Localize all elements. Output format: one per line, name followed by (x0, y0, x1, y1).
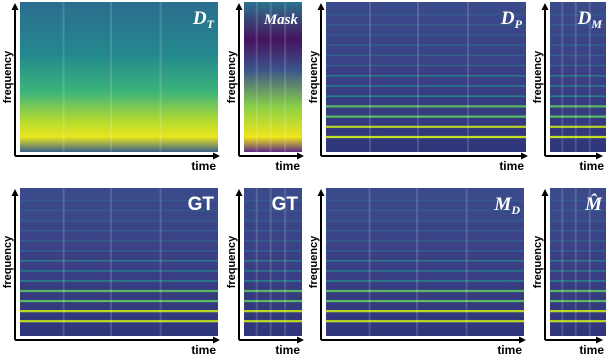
title-main: D (577, 8, 592, 29)
panel-title: DM (577, 8, 603, 31)
title-main: GT (188, 194, 215, 215)
spectrogram-panel: frequency time DM (532, 2, 606, 173)
title-main: D (192, 8, 207, 29)
x-axis-label: time (579, 159, 604, 173)
spectrogram-panel: frequency time MD (308, 188, 526, 357)
y-axis-label: frequency (2, 235, 14, 288)
panel-title: DP (500, 8, 523, 31)
y-axis-label: frequency (226, 235, 238, 288)
panel-title: GT (272, 194, 299, 215)
x-axis-label: time (579, 343, 604, 357)
y-axis-label: frequency (532, 50, 544, 103)
panels: frequencytimeDTfrequencytimeMaskfrequenc… (2, 2, 606, 357)
y-axis-label: frequency (308, 235, 320, 288)
spectrogram-panel: frequency time M̂ (532, 188, 606, 357)
spectrogram-panel: frequency time Mask (226, 2, 304, 173)
y-axis-label: frequency (226, 50, 238, 103)
panel-title: M̂ (584, 194, 603, 215)
y-axis-label: frequency (2, 50, 14, 103)
title-main: M̂ (584, 194, 603, 215)
title-main: GT (272, 194, 299, 215)
x-axis-label: time (191, 343, 216, 357)
title-subscript: T (207, 17, 215, 31)
title-main: M (493, 194, 512, 215)
x-axis-label: time (191, 159, 216, 173)
spectrogram-panel: frequency time DT (2, 2, 220, 173)
y-axis-label: frequency (532, 235, 544, 288)
spectrogram-image (20, 2, 218, 152)
title-subscript: M (590, 17, 602, 31)
x-axis-label: time (499, 159, 524, 173)
panel-title: MD (493, 194, 520, 217)
spectrogram-panel: frequency time GT (2, 188, 220, 357)
title-main: Mask (263, 12, 299, 28)
spectrogram-image (244, 2, 302, 152)
x-axis-label: time (275, 343, 300, 357)
spectrogram-panel: frequency time DP (308, 2, 528, 173)
title-subscript: P (515, 17, 523, 31)
x-axis-label: time (497, 343, 522, 357)
title-subscript: D (510, 203, 520, 217)
x-axis-label: time (275, 159, 300, 173)
panel-title: GT (188, 194, 215, 215)
spectrogram-panel: frequency time GT (226, 188, 304, 357)
title-main: D (500, 8, 515, 29)
panel-title: Mask (263, 12, 299, 28)
y-axis-label: frequency (308, 50, 320, 103)
panel-title: DT (192, 8, 215, 31)
